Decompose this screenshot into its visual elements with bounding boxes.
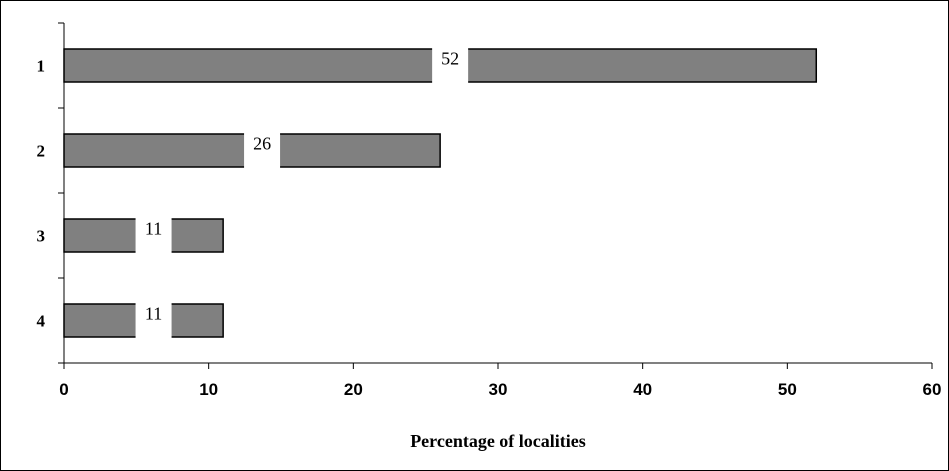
data-labels: 52 26 11 11: [135, 48, 469, 338]
data-label-background: [135, 303, 172, 338]
y-tick-label: 1: [37, 57, 46, 76]
x-axis: 0 10 20 30 40 50 60: [59, 362, 942, 399]
x-tick-label: 10: [199, 380, 218, 399]
data-label: 11: [145, 219, 162, 239]
data-label-background: [135, 218, 172, 253]
x-tick-label: 30: [489, 380, 508, 399]
data-label-background: [244, 133, 281, 168]
data-label-background: [432, 48, 469, 83]
x-tick-label: 60: [923, 380, 942, 399]
x-tick-label: 0: [59, 380, 68, 399]
x-axis-title: Percentage of localities: [410, 431, 586, 451]
data-label: 11: [145, 304, 162, 324]
y-axis: 1 2 3 4: [37, 22, 65, 364]
x-tick-label: 20: [344, 380, 363, 399]
y-tick-label: 4: [37, 312, 46, 331]
x-tick-label: 50: [778, 380, 797, 399]
y-tick-label: 2: [37, 142, 46, 161]
bars: [63, 48, 818, 338]
data-label: 52: [441, 49, 459, 69]
y-tick-label: 3: [37, 227, 46, 246]
data-label: 26: [253, 134, 271, 154]
x-tick-label: 40: [633, 380, 652, 399]
